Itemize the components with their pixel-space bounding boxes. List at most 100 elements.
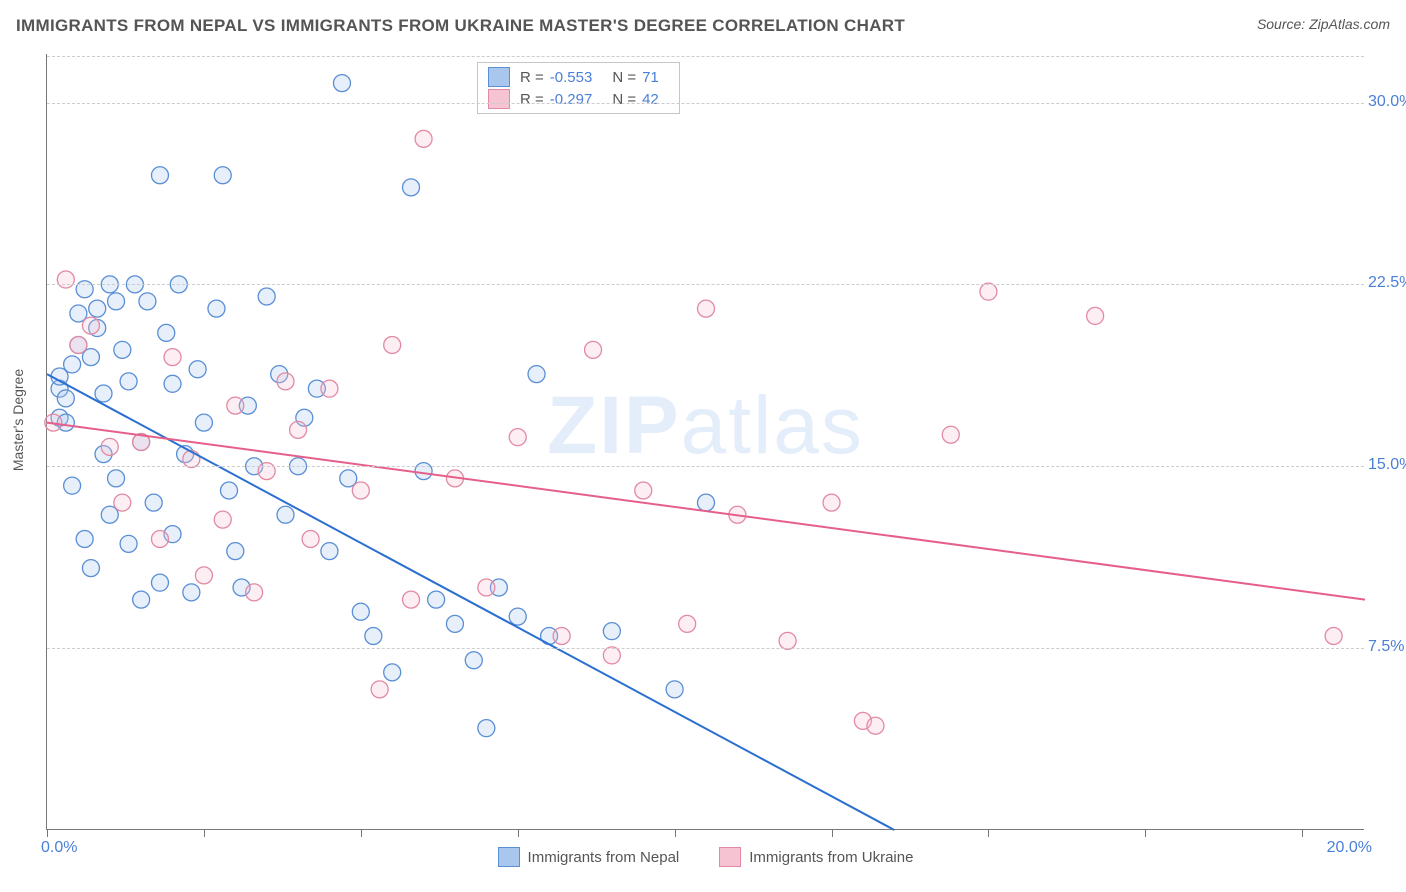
data-point-ukraine xyxy=(1087,307,1104,324)
data-point-ukraine xyxy=(603,647,620,664)
data-point-nepal xyxy=(465,652,482,669)
data-point-ukraine xyxy=(290,421,307,438)
data-point-nepal xyxy=(321,543,338,560)
gridline xyxy=(47,103,1364,104)
data-point-nepal xyxy=(108,293,125,310)
data-point-nepal xyxy=(698,494,715,511)
source-attribution: Source: ZipAtlas.com xyxy=(1257,16,1390,32)
data-point-ukraine xyxy=(321,380,338,397)
data-point-nepal xyxy=(151,574,168,591)
data-point-ukraine xyxy=(183,450,200,467)
data-point-ukraine xyxy=(415,130,432,147)
data-point-nepal xyxy=(352,603,369,620)
data-point-nepal xyxy=(108,470,125,487)
gridline xyxy=(47,284,1364,285)
data-point-nepal xyxy=(64,477,81,494)
data-point-ukraine xyxy=(980,283,997,300)
data-point-ukraine xyxy=(214,511,231,528)
data-point-nepal xyxy=(509,608,526,625)
data-point-nepal xyxy=(57,390,74,407)
data-point-nepal xyxy=(384,664,401,681)
data-point-nepal xyxy=(114,341,131,358)
data-point-nepal xyxy=(221,482,238,499)
data-point-nepal xyxy=(666,681,683,698)
y-axis-label: Master's Degree xyxy=(10,369,26,471)
data-point-nepal xyxy=(120,535,137,552)
x-tick xyxy=(47,829,48,837)
data-point-ukraine xyxy=(635,482,652,499)
data-point-nepal xyxy=(158,324,175,341)
data-point-nepal xyxy=(151,167,168,184)
data-point-ukraine xyxy=(302,531,319,548)
data-point-ukraine xyxy=(258,463,275,480)
data-point-nepal xyxy=(64,356,81,373)
data-point-ukraine xyxy=(277,373,294,390)
data-point-ukraine xyxy=(679,615,696,632)
data-point-nepal xyxy=(227,543,244,560)
data-point-ukraine xyxy=(867,717,884,734)
data-point-nepal xyxy=(603,623,620,640)
chart-title: IMMIGRANTS FROM NEPAL VS IMMIGRANTS FROM… xyxy=(16,16,1390,36)
bottom-legend: Immigrants from Nepal Immigrants from Uk… xyxy=(47,847,1364,867)
data-point-ukraine xyxy=(823,494,840,511)
data-point-ukraine xyxy=(246,584,263,601)
trend-line-nepal xyxy=(47,374,894,830)
data-point-nepal xyxy=(446,615,463,632)
data-point-ukraine xyxy=(553,628,570,645)
data-point-nepal xyxy=(189,361,206,378)
data-point-nepal xyxy=(333,75,350,92)
data-point-ukraine xyxy=(352,482,369,499)
data-point-ukraine xyxy=(478,579,495,596)
data-point-nepal xyxy=(183,584,200,601)
data-point-nepal xyxy=(208,300,225,317)
data-point-ukraine xyxy=(779,632,796,649)
x-tick xyxy=(1145,829,1146,837)
data-point-ukraine xyxy=(942,426,959,443)
data-point-nepal xyxy=(95,385,112,402)
data-point-nepal xyxy=(120,373,137,390)
data-point-ukraine xyxy=(101,438,118,455)
data-point-nepal xyxy=(277,506,294,523)
gridline xyxy=(47,648,1364,649)
data-point-ukraine xyxy=(585,341,602,358)
data-point-nepal xyxy=(195,414,212,431)
data-point-ukraine xyxy=(82,317,99,334)
data-point-nepal xyxy=(82,560,99,577)
x-tick xyxy=(675,829,676,837)
data-point-ukraine xyxy=(57,271,74,288)
y-tick-label: 22.5% xyxy=(1368,274,1406,292)
trend-line-ukraine xyxy=(47,423,1365,600)
data-point-ukraine xyxy=(403,591,420,608)
data-point-ukraine xyxy=(151,531,168,548)
data-point-nepal xyxy=(258,288,275,305)
data-point-ukraine xyxy=(70,337,87,354)
data-point-ukraine xyxy=(384,337,401,354)
data-point-nepal xyxy=(415,463,432,480)
data-point-nepal xyxy=(139,293,156,310)
swatch-nepal xyxy=(498,847,520,867)
data-point-ukraine xyxy=(1325,628,1342,645)
y-tick-label: 7.5% xyxy=(1368,638,1406,656)
x-tick xyxy=(832,829,833,837)
x-tick xyxy=(204,829,205,837)
scatter-plot: ZIPatlas R = -0.553 N = 71 R = -0.297 N … xyxy=(46,54,1364,830)
chart-svg xyxy=(47,54,1364,829)
x-tick xyxy=(1302,829,1303,837)
data-point-ukraine xyxy=(195,567,212,584)
data-point-ukraine xyxy=(509,429,526,446)
gridline xyxy=(47,466,1364,467)
data-point-nepal xyxy=(133,591,150,608)
data-point-nepal xyxy=(428,591,445,608)
x-tick xyxy=(361,829,362,837)
data-point-nepal xyxy=(164,375,181,392)
legend-item-nepal: Immigrants from Nepal xyxy=(498,847,680,867)
legend-item-ukraine: Immigrants from Ukraine xyxy=(719,847,913,867)
data-point-nepal xyxy=(145,494,162,511)
data-point-nepal xyxy=(478,720,495,737)
y-tick-label: 30.0% xyxy=(1368,93,1406,111)
data-point-nepal xyxy=(528,366,545,383)
swatch-ukraine xyxy=(719,847,741,867)
data-point-nepal xyxy=(403,179,420,196)
y-tick-label: 15.0% xyxy=(1368,456,1406,474)
data-point-ukraine xyxy=(114,494,131,511)
